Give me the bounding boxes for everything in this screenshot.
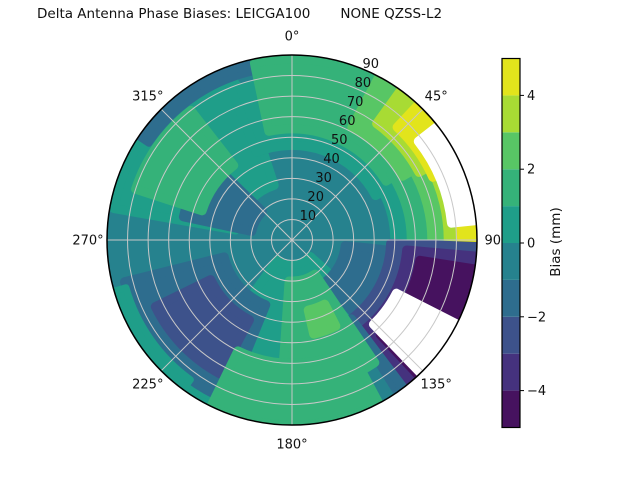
radial-tick-label: 70 — [347, 95, 364, 110]
colorbar-tick-label: 4 — [527, 89, 535, 104]
azimuth-tick-label: 225° — [132, 378, 163, 393]
radial-tick-label: 60 — [339, 114, 356, 129]
azimuth-tick-label: 45° — [425, 89, 448, 104]
colorbar-tick-label: −2 — [527, 310, 546, 325]
colorbar-band — [502, 390, 520, 428]
contour-region — [206, 344, 384, 425]
radial-tick-label: 80 — [355, 76, 372, 91]
polar-outline — [106, 54, 478, 426]
contour-region — [303, 299, 341, 339]
radial-tick-label: 40 — [323, 152, 340, 167]
azimuth-tick-label: 0° — [285, 30, 300, 45]
azimuth-tick-label: 135° — [421, 378, 452, 393]
radial-tick-label: 30 — [315, 171, 332, 186]
colorbar-tick-label: −4 — [527, 384, 546, 399]
colorbar-band — [502, 279, 520, 317]
colorbar: 4 2 0 −2 −4 Bias (mm) — [501, 57, 564, 429]
colorbar-tick-label: 0 — [527, 237, 535, 252]
colorbar-band — [502, 95, 520, 133]
colorbar-band — [502, 169, 520, 207]
colorbar-axis-label: Bias (mm) — [548, 207, 564, 276]
radial-tick-label: 10 — [300, 209, 317, 224]
colorbar-band — [502, 243, 520, 280]
colorbar-tick-label: 2 — [527, 163, 535, 178]
contour-region — [150, 275, 254, 379]
azimuth-tick-label: 315° — [132, 89, 163, 104]
colorbar-band — [502, 132, 520, 170]
radial-tick-labels: 10 20 30 40 50 60 70 80 90 — [300, 57, 379, 224]
colorbar-band — [502, 316, 520, 354]
radial-tick-label: 20 — [307, 190, 324, 205]
azimuth-tick-labels: 0°45°90°135°180°225°270°315° — [72, 30, 507, 453]
azimuth-tick-label: 270° — [72, 234, 103, 249]
radial-tick-label: 50 — [331, 133, 348, 148]
polar-grid — [107, 55, 477, 425]
colorbar-band — [502, 58, 520, 96]
colorbar-band — [502, 353, 520, 391]
chart-title: Delta Antenna Phase Biases: LEICGA100 NO… — [37, 6, 443, 22]
radial-tick-label: 90 — [363, 57, 380, 72]
azimuth-tick-label: 180° — [276, 438, 307, 453]
colorbar-band — [502, 206, 520, 243]
